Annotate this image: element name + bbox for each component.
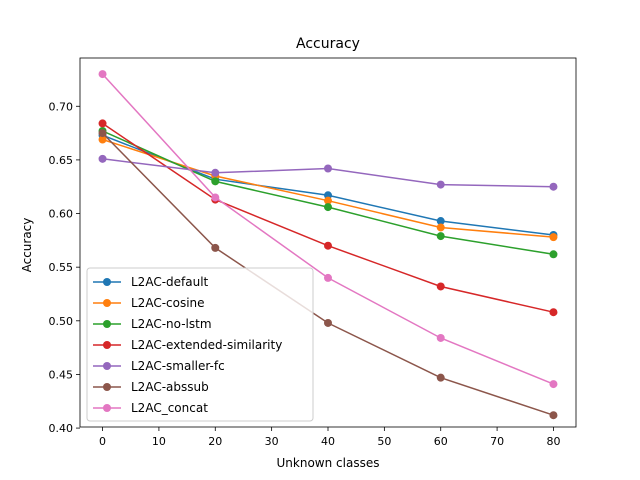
y-tick-label: 0.65 xyxy=(49,154,74,167)
data-point xyxy=(549,250,558,259)
legend-label: L2AC_concat xyxy=(131,401,208,415)
legend-label: L2AC-no-lstm xyxy=(131,317,212,331)
data-point xyxy=(549,380,558,389)
legend-marker xyxy=(103,320,111,328)
x-tick-label: 30 xyxy=(265,435,279,448)
data-point xyxy=(324,241,332,250)
y-axis: 0.40 0.45 0.50 0.55 0.60 0.65 0.70 xyxy=(49,100,80,435)
data-point xyxy=(324,318,332,327)
legend-marker xyxy=(103,341,111,349)
data-point xyxy=(98,135,107,144)
data-point xyxy=(549,233,558,242)
data-point xyxy=(436,223,445,232)
legend: L2AC-default L2AC-cosine L2AC-no-lstm L2AC-… xyxy=(86,267,314,422)
x-tick-label: 40 xyxy=(321,435,335,448)
x-tick-label: 50 xyxy=(377,435,391,448)
chart-title: Accuracy xyxy=(296,36,360,52)
legend-label: L2AC-abssub xyxy=(131,380,209,394)
data-point xyxy=(436,232,445,241)
data-point xyxy=(436,333,445,342)
data-point xyxy=(324,203,332,212)
data-point xyxy=(324,164,332,173)
data-point xyxy=(211,177,220,186)
legend-marker xyxy=(103,362,111,370)
plot-area xyxy=(79,57,577,428)
x-tick-label: 60 xyxy=(434,435,448,448)
data-point xyxy=(324,273,332,282)
legend-marker xyxy=(103,278,111,286)
legend-marker xyxy=(103,299,111,307)
data-point xyxy=(324,196,332,205)
data-point xyxy=(549,182,558,191)
x-tick-label: 0 xyxy=(99,435,106,448)
data-point xyxy=(436,217,445,226)
x-tick-label: 80 xyxy=(546,435,560,448)
legend-label: L2AC-smaller-fc xyxy=(131,359,225,373)
y-tick-label: 0.40 xyxy=(49,422,74,435)
data-point xyxy=(98,70,107,79)
data-point xyxy=(211,193,220,202)
data-point xyxy=(549,308,558,317)
data-point xyxy=(549,411,558,420)
data-point xyxy=(436,180,445,189)
y-tick-label: 0.60 xyxy=(49,208,74,221)
data-point xyxy=(98,129,107,138)
x-tick-label: 70 xyxy=(490,435,504,448)
legend-marker xyxy=(103,404,111,412)
x-axis-label: Unknown classes xyxy=(277,456,380,470)
data-point xyxy=(436,373,445,382)
x-tick-label: 20 xyxy=(208,435,222,448)
y-axis-label: Accuracy xyxy=(20,218,34,273)
data-point xyxy=(211,168,220,177)
legend-marker xyxy=(103,383,111,391)
legend-box xyxy=(86,267,314,422)
y-tick-label: 0.55 xyxy=(49,261,74,274)
y-tick-label: 0.45 xyxy=(49,368,74,381)
data-point xyxy=(98,119,107,128)
legend-label: L2AC-default xyxy=(131,275,209,289)
data-point xyxy=(211,243,220,252)
legend-label: L2AC-extended-similarity xyxy=(131,338,282,352)
x-tick-label: 10 xyxy=(152,435,166,448)
data-point xyxy=(436,282,445,291)
y-tick-label: 0.70 xyxy=(49,100,74,113)
legend-label: L2AC-cosine xyxy=(131,296,205,310)
y-tick-label: 0.50 xyxy=(49,315,74,328)
x-axis: 0 10 20 30 40 50 60 70 80 xyxy=(99,427,560,448)
data-point xyxy=(98,154,107,163)
